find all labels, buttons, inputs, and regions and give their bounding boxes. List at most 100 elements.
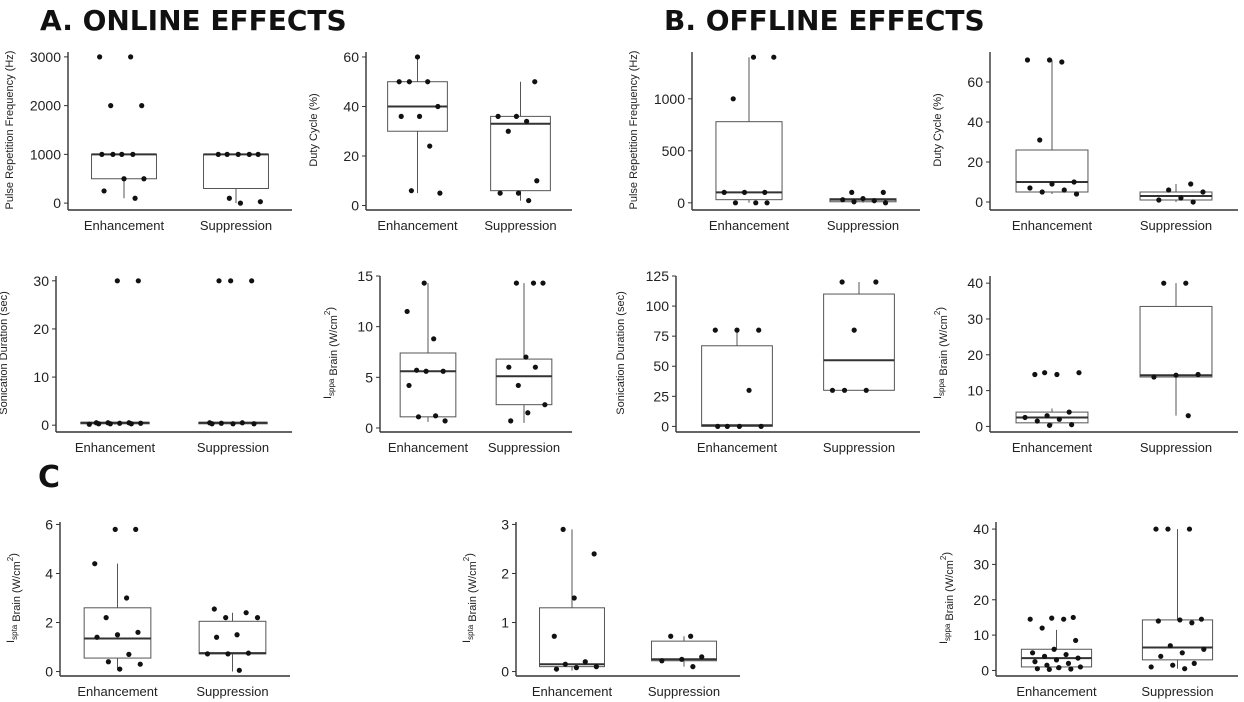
data-point: [1170, 663, 1175, 668]
data-point: [542, 402, 547, 407]
y-tick-label: 0: [981, 662, 989, 678]
data-point: [249, 278, 254, 283]
data-point: [115, 278, 120, 283]
data-point: [113, 527, 118, 532]
data-point: [407, 79, 412, 84]
data-point: [139, 103, 144, 108]
y-tick-label: 10: [967, 383, 983, 399]
data-point: [659, 658, 664, 663]
data-point: [136, 278, 141, 283]
data-point: [228, 278, 233, 283]
data-point: [415, 54, 420, 59]
y-axis-label: Ispta Brain (W/cm2): [5, 553, 23, 643]
data-point: [1032, 659, 1037, 664]
data-point: [246, 651, 251, 656]
data-point: [1044, 413, 1049, 418]
data-point: [1062, 187, 1067, 192]
data-point: [764, 200, 769, 205]
data-point: [121, 176, 126, 181]
y-tick-label: 0: [351, 198, 359, 214]
y-tick-label: 0: [501, 664, 509, 680]
data-point: [104, 615, 109, 620]
y-tick-label: 125: [646, 268, 670, 284]
data-point: [1178, 195, 1183, 200]
data-point: [1189, 620, 1194, 625]
box-suppression: [824, 279, 895, 392]
data-point: [441, 369, 446, 374]
data-point: [117, 421, 122, 426]
data-point: [516, 191, 521, 196]
y-tick-label: 0: [677, 195, 685, 211]
chart-panel-10: 010203040Isppa Brain (W/cm2)Enhancement S…: [938, 521, 1238, 699]
data-point: [433, 413, 438, 418]
data-point: [108, 103, 113, 108]
data-point: [1192, 661, 1197, 666]
data-point: [495, 114, 500, 119]
data-point: [688, 634, 693, 639]
y-tick-label: 0: [975, 418, 983, 434]
data-point: [1022, 415, 1027, 420]
y-tick-label: 20: [967, 347, 983, 363]
data-point: [223, 615, 228, 620]
x-tick-label: Enhancement: [1012, 440, 1093, 455]
y-tick-label: 4: [45, 565, 53, 581]
data-point: [592, 551, 597, 556]
y-tick-label: 0: [661, 418, 669, 434]
y-axis-label: Isppa Brain (W/cm2): [932, 307, 950, 399]
data-point: [110, 152, 115, 157]
y-tick-label: 0: [41, 417, 49, 433]
data-point: [1056, 665, 1061, 670]
box-suppression: [204, 152, 269, 206]
x-tick-label: Suppression: [823, 440, 895, 455]
data-point: [128, 54, 133, 59]
data-point: [1187, 526, 1192, 531]
data-point: [751, 55, 756, 60]
y-tick-label: 60: [967, 74, 983, 90]
box-iqr: [199, 621, 266, 654]
data-point: [1059, 59, 1064, 64]
box-iqr: [1142, 620, 1212, 660]
data-point: [406, 383, 411, 388]
data-point: [244, 610, 249, 615]
data-point: [668, 634, 673, 639]
data-point: [840, 279, 845, 284]
data-point: [524, 119, 529, 124]
data-point: [101, 188, 106, 193]
data-point: [1063, 652, 1068, 657]
box-enhancement: [1016, 370, 1088, 428]
data-point: [1037, 137, 1042, 142]
box-suppression: [199, 606, 266, 672]
box-enhancement: [716, 55, 782, 206]
box-suppression: [830, 190, 896, 206]
box-enhancement: [92, 54, 157, 201]
data-point: [1158, 654, 1163, 659]
data-point: [234, 632, 239, 637]
data-point: [759, 424, 764, 429]
data-point: [92, 561, 97, 566]
data-point: [1177, 617, 1182, 622]
data-point: [864, 388, 869, 393]
data-point: [1068, 666, 1073, 671]
data-point: [1042, 370, 1047, 375]
chart-panel-5: 0 5 10 15 Isppa Brain (W/cm2) Enhancement Supp…: [322, 268, 572, 455]
box-iqr: [496, 359, 552, 405]
y-tick-label: 2000: [30, 98, 61, 114]
data-point: [1047, 423, 1052, 428]
data-point: [1030, 650, 1035, 655]
data-point: [733, 200, 738, 205]
data-point: [1075, 655, 1080, 660]
data-point: [1074, 191, 1079, 196]
box-iqr: [540, 608, 605, 667]
data-point: [514, 114, 519, 119]
data-point: [442, 418, 447, 423]
y-tick-label: 15: [357, 268, 373, 284]
box-iqr: [652, 641, 717, 661]
box-suppression: [652, 634, 717, 670]
x-tick-label: Suppression: [1140, 440, 1212, 455]
y-tick-label: 30: [33, 273, 49, 289]
data-point: [742, 190, 747, 195]
x-tick-label: Suppression: [827, 218, 899, 233]
data-point: [236, 152, 241, 157]
x-tick-label: Enhancement: [77, 684, 158, 699]
data-point: [699, 654, 704, 659]
